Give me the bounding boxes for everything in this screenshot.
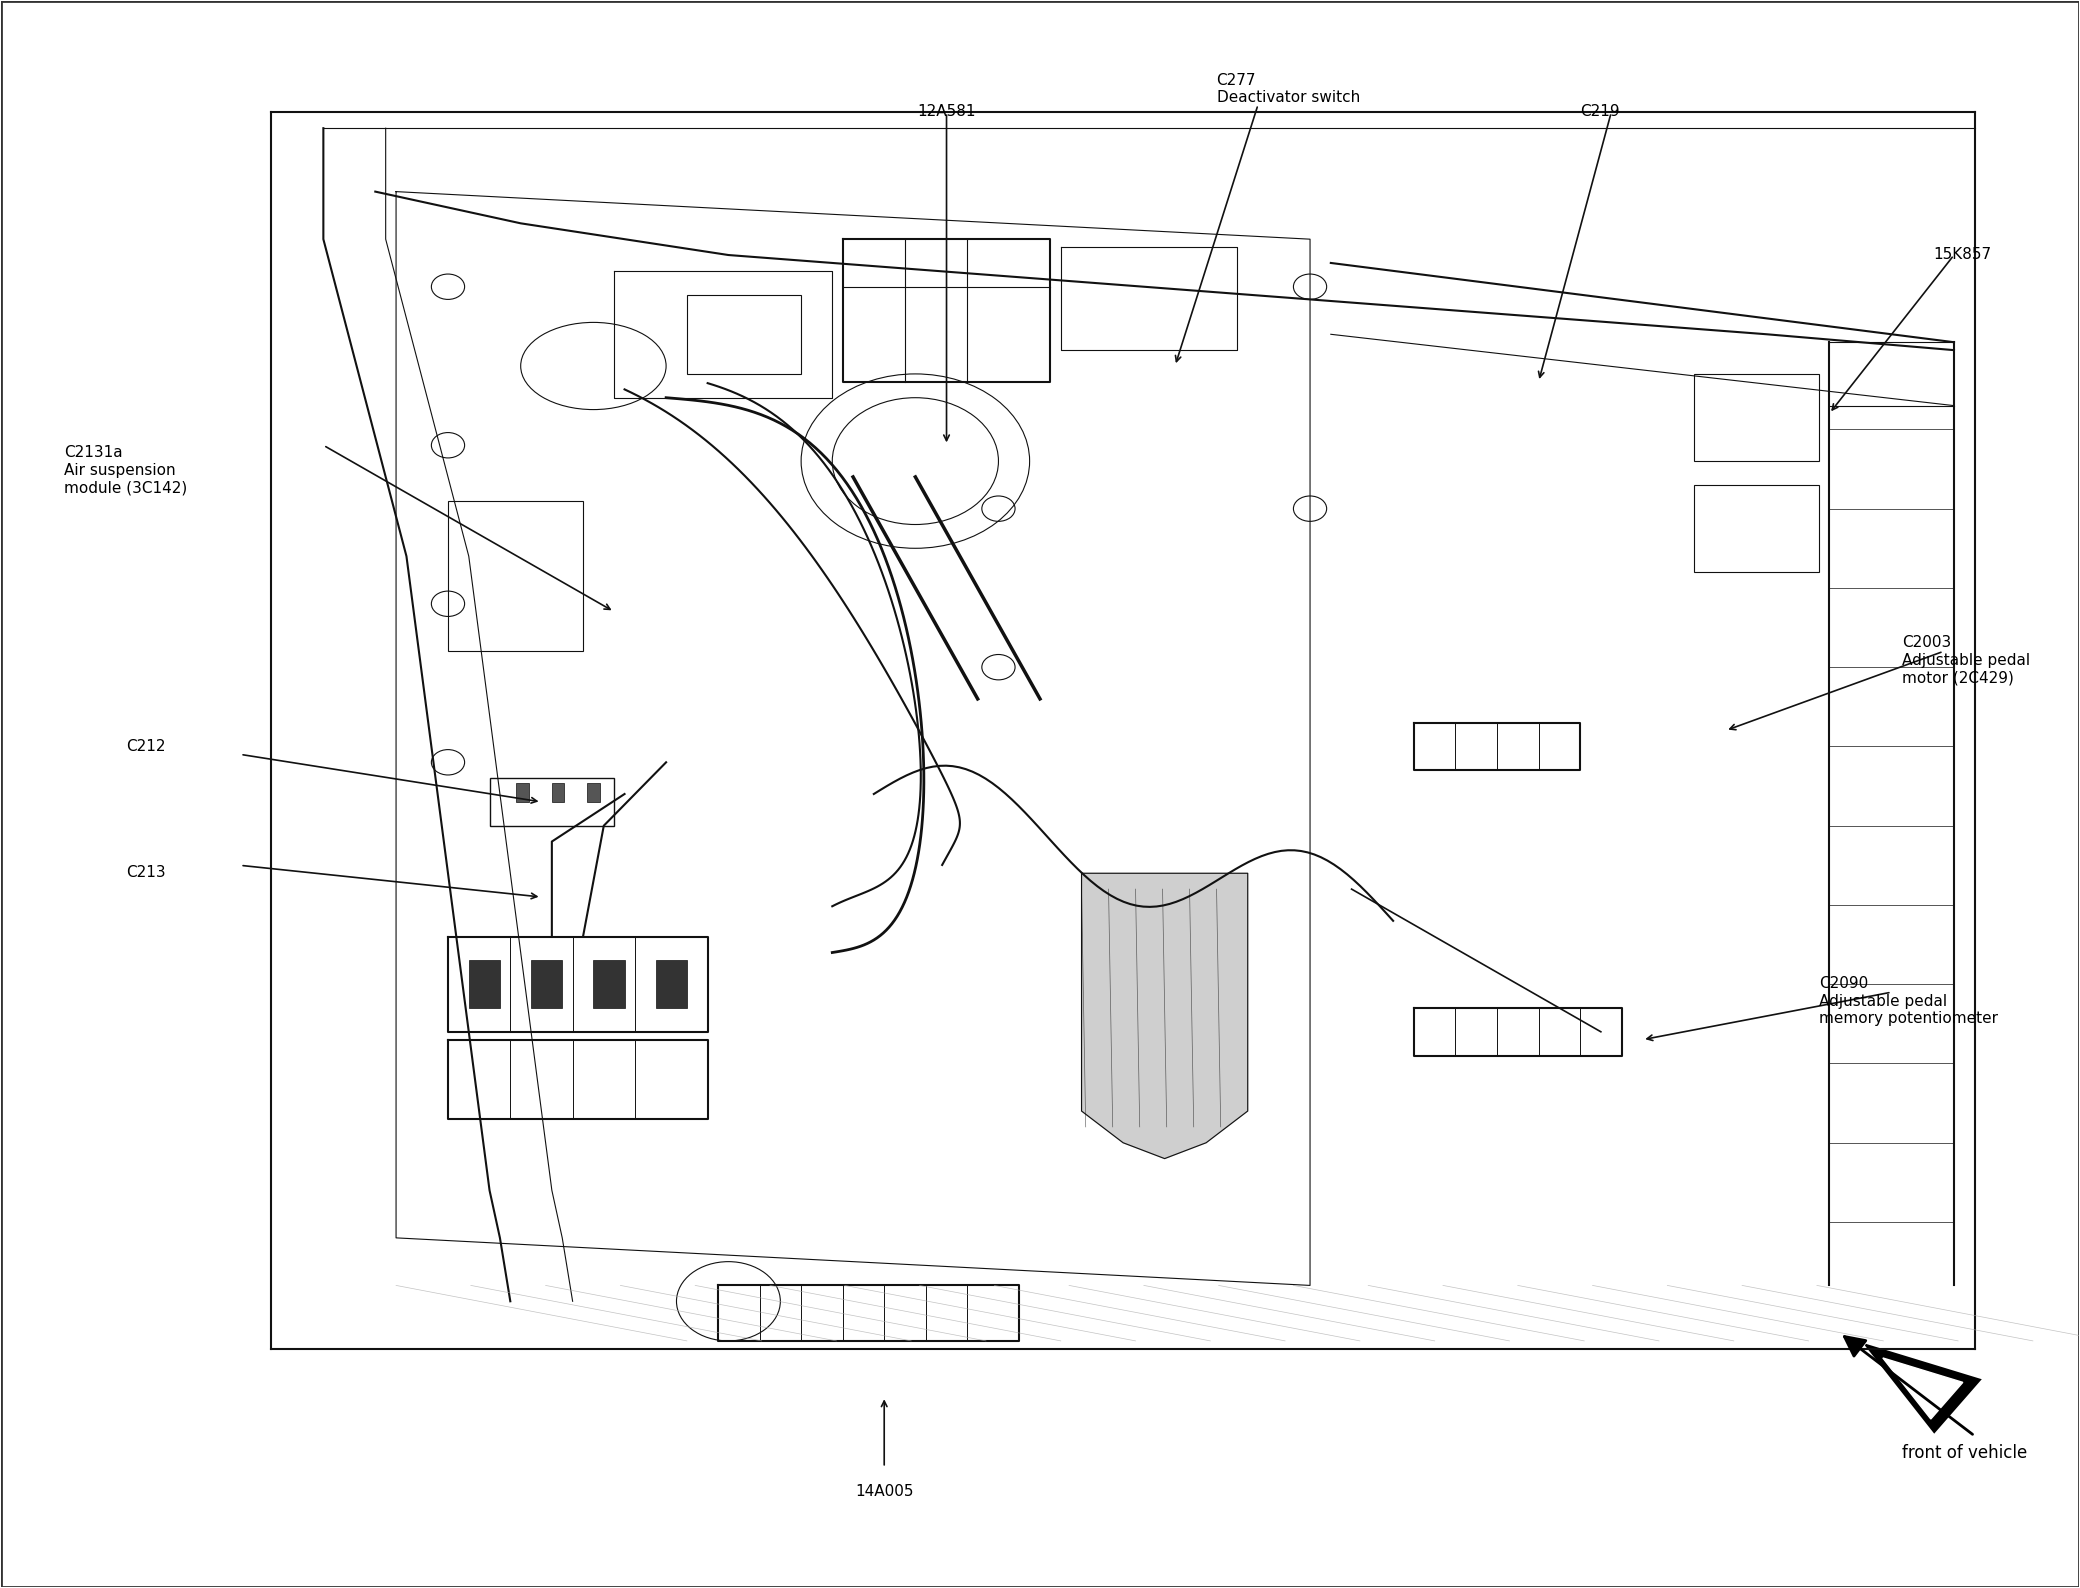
Text: 12A581: 12A581 xyxy=(917,105,976,119)
Text: front of vehicle: front of vehicle xyxy=(1901,1443,2028,1463)
Text: C213: C213 xyxy=(127,865,166,880)
Bar xyxy=(516,783,528,802)
Bar xyxy=(551,783,564,802)
Text: C212: C212 xyxy=(127,738,166,754)
Bar xyxy=(593,961,624,1008)
Bar xyxy=(447,500,582,651)
Text: C2131a
Air suspension
module (3C142): C2131a Air suspension module (3C142) xyxy=(64,445,187,495)
Text: C219: C219 xyxy=(1581,105,1620,119)
Text: 14A005: 14A005 xyxy=(855,1483,913,1499)
Polygon shape xyxy=(1082,873,1248,1159)
Polygon shape xyxy=(1882,1358,1964,1420)
Bar xyxy=(1695,373,1818,461)
Text: 15K857: 15K857 xyxy=(1932,248,1991,262)
Bar xyxy=(468,961,499,1008)
Bar xyxy=(489,778,614,826)
Polygon shape xyxy=(1866,1345,1980,1432)
Bar xyxy=(1695,484,1818,572)
Text: C277
Deactivator switch: C277 Deactivator switch xyxy=(1217,73,1360,105)
Bar xyxy=(587,783,599,802)
Text: C2090
Adjustable pedal
memory potentiometer: C2090 Adjustable pedal memory potentiome… xyxy=(1818,977,1999,1026)
Bar xyxy=(686,295,801,373)
Bar xyxy=(530,961,562,1008)
Bar xyxy=(655,961,686,1008)
Text: C2003
Adjustable pedal
motor (2C429): C2003 Adjustable pedal motor (2C429) xyxy=(1901,635,2030,686)
